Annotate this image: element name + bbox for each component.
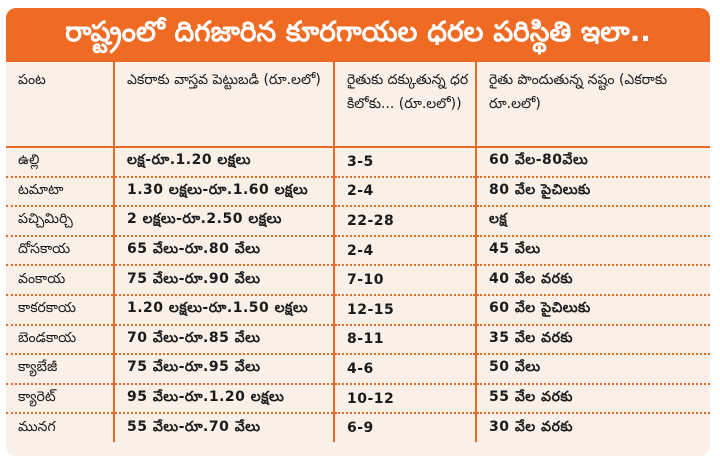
price-cell: 22-28: [334, 206, 477, 237]
table-row: క్యారెట్ 95 వేలు-రూ.1.20 లక్షలు 10-12 55…: [6, 383, 710, 415]
header-crop: పంట: [6, 62, 115, 148]
price-cell: 2-4: [334, 176, 477, 208]
investment-cell: 2 లక్షలు-రూ.2.50 లక్షలు: [114, 206, 335, 237]
loss-cell: లక్ష: [476, 206, 710, 237]
loss-cell: 80 వేల పైచిలుకు: [476, 176, 710, 208]
loss-cell: 60 వేల-80వేలు: [476, 147, 710, 178]
loss-cell: 30 వేల వరకు: [489, 418, 574, 435]
table-row: మునగ 55 వేలు-రూ.70 వేలు 6-9 30 వేల వరకు: [6, 413, 710, 442]
infographic-title: రాష్ట్రంలో దిగజారిన కూరగాయల ధరల పరిస్థిత…: [6, 8, 710, 62]
price-cell: 6-9: [334, 413, 477, 442]
header-loss: రైతు పొందుతున్న నష్టం (ఎకరాకు రూ.లలో): [476, 62, 710, 148]
investment-cell: 75 వేలు-రూ.95 వేలు: [114, 354, 335, 385]
vegetable-price-table: పంట ఎకరాకు వాస్తవ పెట్టుబడి (రూ.లలో) రైత…: [6, 62, 710, 442]
investment-cell: 1.30 లక్షలు-రూ.1.60 లక్షలు: [114, 176, 335, 208]
loss-cell: 50 వేలు: [476, 354, 710, 385]
crop-cell: దోసకాయ: [6, 235, 115, 267]
loss-cell: 60 వేల పైచిలుకు: [476, 294, 710, 326]
crop-cell: క్యారెట్: [6, 383, 115, 415]
loss-cell: 45 వేలు: [476, 235, 710, 267]
price-cell: 10-12: [334, 383, 477, 415]
crop-cell: మునగ: [6, 413, 115, 442]
crop-cell: టమాటా: [6, 176, 115, 208]
price-cell: 2-4: [334, 235, 477, 267]
price-cell: 12-15: [334, 294, 477, 326]
investment-cell: 55 వేలు-రూ.70 వేలు: [114, 413, 335, 442]
loss-cell: 35 వేల వరకు: [476, 324, 710, 356]
table-row: కాకరకాయ 1.20 లక్షలు-రూ.1.50 లక్షలు 12-15…: [6, 294, 710, 326]
crop-cell: కాకరకాయ: [6, 294, 115, 326]
investment-cell: 65 వేలు-రూ.80 వేలు: [114, 235, 335, 267]
crop-cell: బెండకాయ: [6, 324, 115, 356]
header-investment: ఎకరాకు వాస్తవ పెట్టుబడి (రూ.లలో): [114, 62, 335, 148]
crop-cell: పచ్చిమిర్చి: [6, 206, 115, 237]
table-header-row: పంట ఎకరాకు వాస్తవ పెట్టుబడి (రూ.లలో) రైత…: [6, 62, 710, 148]
investment-cell: 95 వేలు-రూ.1.20 లక్షలు: [114, 383, 335, 415]
table-row: వంకాయ 75 వేలు-రూ.90 వేలు 7-10 40 వేల వరక…: [6, 265, 710, 296]
loss-cell: 55 వేల వరకు: [476, 383, 710, 415]
price-cell: 7-10: [334, 265, 477, 296]
table-row: క్యాబేజీ 75 వేలు-రూ.95 వేలు 4-6 50 వేలు: [6, 354, 710, 385]
header-farmer-price: రైతుకు దక్కుతున్న ధర కిలోకు... (రూ.లలో)): [334, 62, 477, 148]
loss-cell: 40 వేల వరకు: [476, 265, 710, 296]
price-cell: 4-6: [334, 354, 477, 385]
crop-cell: క్యాబేజీ: [6, 354, 115, 385]
crop-cell: ఉల్లి: [6, 147, 115, 178]
price-cell: 3-5: [334, 147, 477, 178]
price-infographic: రాష్ట్రంలో దిగజారిన కూరగాయల ధరల పరిస్థిత…: [6, 8, 710, 456]
crop-cell: వంకాయ: [6, 265, 115, 296]
investment-cell: 75 వేలు-రూ.90 వేలు: [114, 265, 335, 296]
table-row: బెండకాయ 70 వేలు-రూ.85 వేలు 8-11 35 వేల వ…: [6, 324, 710, 356]
investment-cell: లక్ష-రూ.1.20 లక్షలు: [114, 147, 335, 178]
table-row: ఉల్లి లక్ష-రూ.1.20 లక్షలు 3-5 60 వేల-80వ…: [6, 147, 710, 178]
price-cell: 8-11: [334, 324, 477, 356]
investment-cell: 70 వేలు-రూ.85 వేలు: [114, 324, 335, 356]
table-row: పచ్చిమిర్చి 2 లక్షలు-రూ.2.50 లక్షలు 22-2…: [6, 206, 710, 237]
investment-cell: 1.20 లక్షలు-రూ.1.50 లక్షలు: [114, 294, 335, 326]
table-row: టమాటా 1.30 లక్షలు-రూ.1.60 లక్షలు 2-4 80 …: [6, 176, 710, 208]
table-row: దోసకాయ 65 వేలు-రూ.80 వేలు 2-4 45 వేలు: [6, 235, 710, 267]
